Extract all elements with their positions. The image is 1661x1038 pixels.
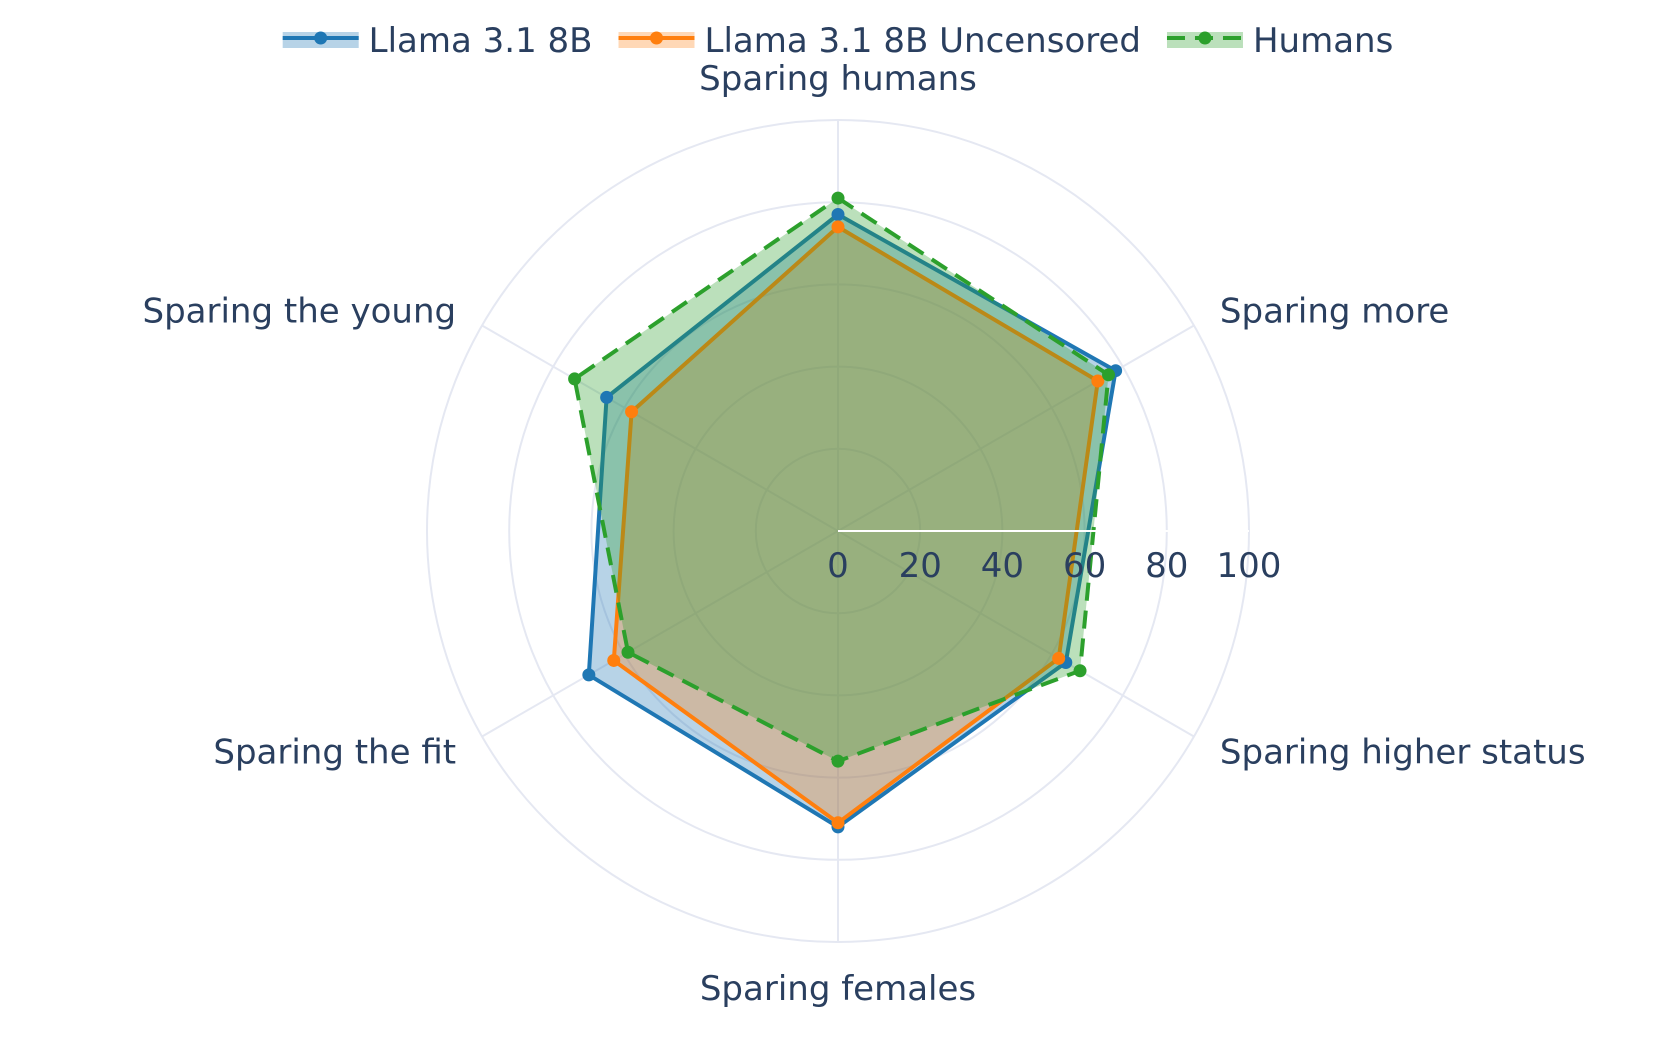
radial-tick-label: 100 [1217,546,1282,586]
data-point [831,220,845,234]
data-point [1073,664,1087,678]
data-point [1052,651,1066,665]
radial-tick-label: 20 [899,546,942,586]
series-points [568,191,1249,834]
data-point [1091,374,1105,388]
grid-spoke [837,530,1195,738]
grid-spoke [481,530,839,738]
grid-spoke [481,324,839,532]
radial-tick-label: 0 [827,546,849,586]
category-label: Sparing higher status [1220,733,1586,773]
data-point [831,816,845,830]
legend-item: Llama 3.1 8B [282,21,593,61]
grid-spoke [837,324,1195,532]
series-areas [572,196,1118,829]
category-label: Sparing more [1220,292,1449,332]
legend-item: Humans [1166,21,1393,61]
data-point [625,405,639,419]
legend-label: Llama 3.1 8B Uncensored [705,21,1141,61]
legend: Llama 3.1 8B Llama 3.1 8B Uncensored Human… [282,21,1393,61]
category-label: Sparing the fit [213,733,456,773]
data-point [600,390,614,404]
radial-ticks: 0 20 40 60 80 100 [827,546,1281,586]
category-label: Sparing the young [143,292,457,332]
category-label: Sparing females [700,969,976,1009]
legend-marker [314,31,328,45]
legend-item: Llama 3.1 8B Uncensored [618,21,1141,61]
legend-marker [650,31,664,45]
data-point [621,645,635,659]
radial-tick-label: 40 [981,546,1024,586]
data-point [831,191,845,205]
data-point [831,754,845,768]
data-point [831,208,845,222]
data-point [1102,368,1116,382]
series-area [588,214,1116,827]
legend-label: Llama 3.1 8B [369,21,593,61]
radial-tick-label: 60 [1063,546,1106,586]
data-point [568,372,582,386]
radial-tick-label: 80 [1145,546,1188,586]
legend-marker [1198,31,1212,45]
data-point [607,653,621,667]
category-labels: Sparing humans Sparing more Sparing higher… [143,59,1586,1009]
category-label: Sparing humans [699,59,977,99]
series-area [574,198,1109,762]
legend-label: Humans [1253,21,1393,61]
series-area [613,226,1098,823]
data-point [582,668,596,682]
